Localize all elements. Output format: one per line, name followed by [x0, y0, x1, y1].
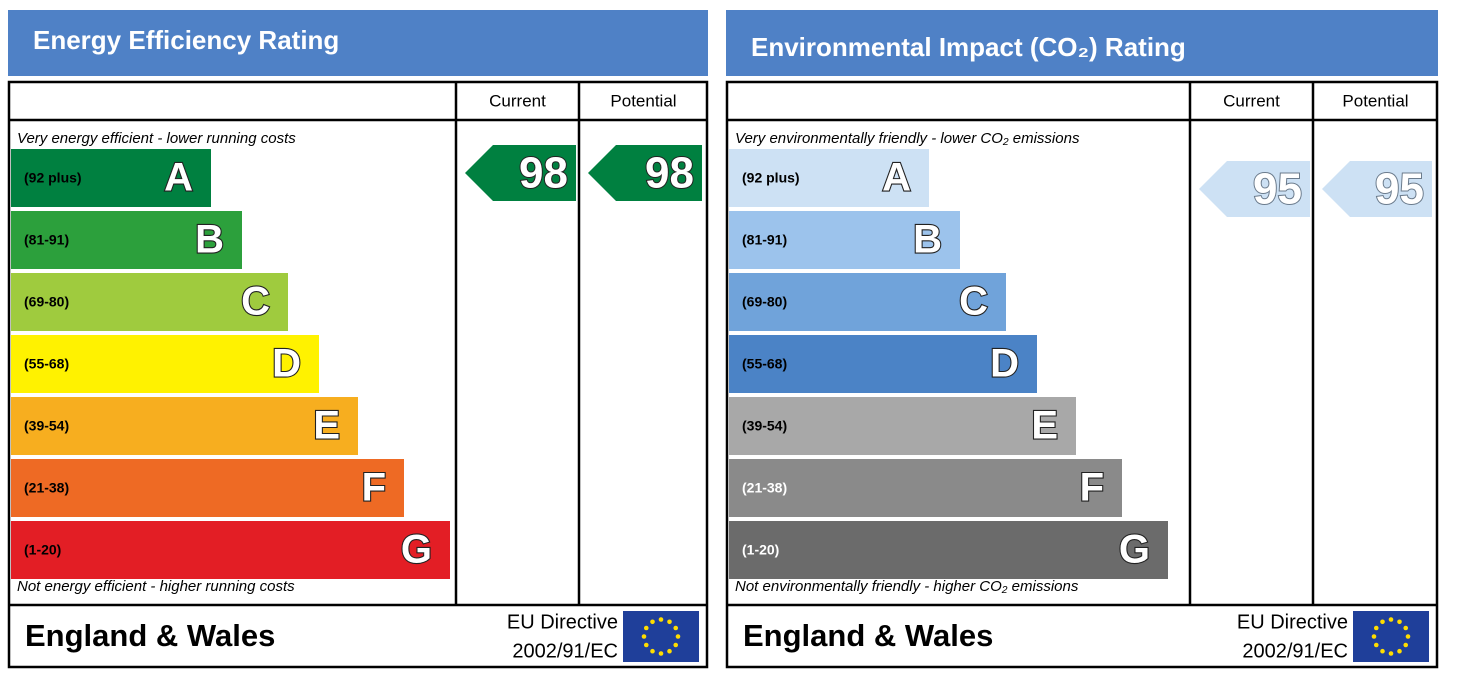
- rating-band: [11, 521, 450, 579]
- band-letter: A: [882, 156, 911, 200]
- rating-band: [729, 397, 1076, 455]
- rating-band: [11, 459, 404, 517]
- rating-value: 95: [1375, 165, 1424, 214]
- rating-band: [729, 149, 929, 207]
- eu-star: [1380, 648, 1385, 654]
- band-range: (92 plus): [24, 170, 82, 186]
- band-range: (1-20): [24, 542, 61, 558]
- rating-band: [729, 521, 1168, 579]
- eu-star: [1388, 651, 1394, 656]
- bottom-note: Not environmentally friendly - higher CO…: [735, 578, 1079, 595]
- band-range: (92 plus): [742, 170, 800, 186]
- column-header: Current: [489, 91, 546, 110]
- band-range: (69-80): [24, 294, 69, 310]
- eu-star: [658, 617, 664, 622]
- rating-band: [11, 149, 211, 207]
- band-letter: F: [362, 466, 386, 510]
- band-range: (21-38): [742, 480, 787, 496]
- rating-arrow: [465, 145, 576, 201]
- rating-band: [729, 211, 960, 269]
- footer-region: England & Wales: [743, 618, 993, 653]
- eu-star: [1388, 617, 1394, 622]
- eu-star: [658, 651, 664, 656]
- band-range: (55-68): [742, 356, 787, 372]
- rating-arrow: [588, 145, 702, 201]
- rating-band: [729, 335, 1037, 393]
- band-letter: G: [401, 528, 432, 572]
- band-letter: B: [195, 218, 224, 262]
- top-note: Very environmentally friendly - lower CO…: [735, 130, 1080, 147]
- band-letter: C: [241, 280, 270, 324]
- eu-star: [641, 634, 647, 639]
- eu-star: [1403, 625, 1409, 631]
- header-bar: [726, 10, 1438, 76]
- eu-star: [673, 642, 679, 648]
- eu-star: [667, 648, 672, 654]
- eu-star: [1397, 619, 1402, 625]
- eu-star: [1397, 648, 1402, 654]
- band-range: (39-54): [742, 418, 787, 434]
- table-frame: [7, 80, 709, 669]
- column-header: Current: [1223, 91, 1280, 110]
- eu-star: [1405, 634, 1411, 639]
- top-note: Very energy efficient - lower running co…: [17, 130, 296, 147]
- band-letter: D: [990, 342, 1019, 386]
- eu-star: [643, 625, 649, 631]
- eu-star: [1373, 642, 1379, 648]
- band-range: (69-80): [742, 294, 787, 310]
- rating-band: [729, 459, 1122, 517]
- rating-band: [11, 335, 319, 393]
- eu-star: [1373, 625, 1379, 631]
- panel-title: Environmental Impact (CO₂) Rating: [751, 32, 1186, 62]
- rating-band: [729, 273, 1006, 331]
- panel-title: Energy Efficiency Rating: [33, 25, 339, 55]
- rating-value: 95: [1253, 165, 1302, 214]
- band-letter: E: [1031, 404, 1058, 448]
- footer-region: England & Wales: [25, 618, 275, 653]
- eu-star: [673, 625, 679, 631]
- footer-code: 2002/91/EC: [512, 640, 618, 662]
- band-letter: B: [913, 218, 942, 262]
- eu-star: [1371, 634, 1377, 639]
- band-range: (39-54): [24, 418, 69, 434]
- eu-star: [650, 619, 655, 625]
- column-header: Potential: [610, 91, 676, 110]
- band-range: (81-91): [742, 232, 787, 248]
- eu-star: [667, 619, 672, 625]
- column-header: Potential: [1342, 91, 1408, 110]
- band-letter: G: [1119, 528, 1150, 572]
- band-range: (21-38): [24, 480, 69, 496]
- footer-directive: EU Directive: [507, 611, 618, 633]
- rating-band: [11, 397, 358, 455]
- band-letter: F: [1080, 466, 1104, 510]
- rating-band: [11, 273, 288, 331]
- eu-star: [675, 634, 681, 639]
- rating-band: [11, 211, 242, 269]
- rating-value: 98: [519, 149, 568, 198]
- header-bar: [8, 10, 708, 76]
- table-frame: [725, 80, 1439, 669]
- rating-value: 98: [645, 149, 694, 198]
- band-range: (55-68): [24, 356, 69, 372]
- eu-star: [650, 648, 655, 654]
- band-range: (81-91): [24, 232, 69, 248]
- rating-arrow: [1322, 161, 1432, 217]
- rating-arrow: [1199, 161, 1310, 217]
- band-range: (1-20): [742, 542, 779, 558]
- eu-star: [1380, 619, 1385, 625]
- band-letter: D: [272, 342, 301, 386]
- band-letter: A: [164, 156, 193, 200]
- band-letter: C: [959, 280, 988, 324]
- eu-star: [643, 642, 649, 648]
- band-letter: E: [313, 404, 340, 448]
- footer-directive: EU Directive: [1237, 611, 1348, 633]
- eu-star: [1403, 642, 1409, 648]
- bottom-note: Not energy efficient - higher running co…: [17, 578, 295, 595]
- footer-code: 2002/91/EC: [1242, 640, 1348, 662]
